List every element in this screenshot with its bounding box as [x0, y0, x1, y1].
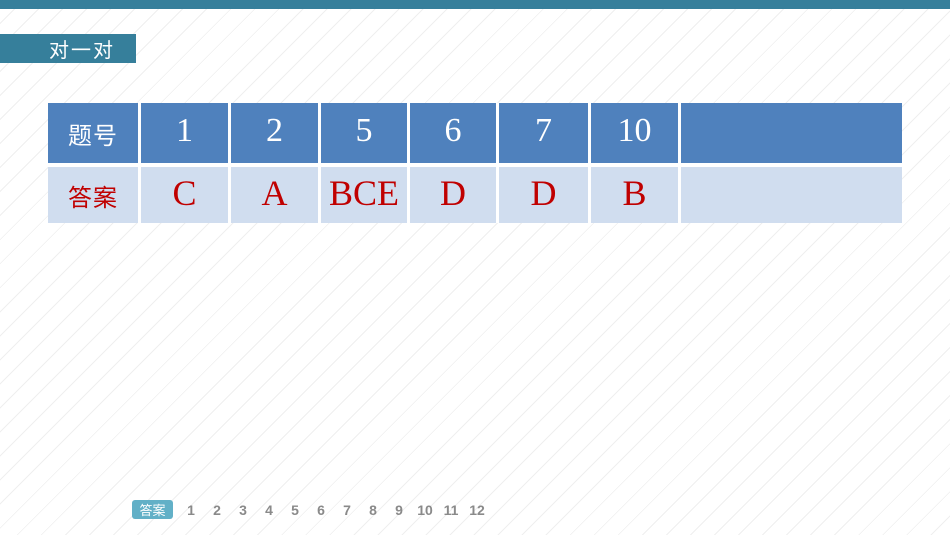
bottom-nav: 答案 1 2 3 4 5 6 7 8 9 10 11 12	[132, 500, 488, 519]
answer-cell: C	[141, 167, 228, 223]
nav-number-8[interactable]: 8	[369, 501, 377, 518]
nav-number-5[interactable]: 5	[291, 501, 299, 518]
question-number-cell-empty	[681, 103, 902, 163]
answer-row-label: 答案	[48, 167, 138, 223]
question-number-cell: 1	[141, 103, 228, 163]
header-tab: 对一对	[0, 34, 136, 63]
question-number-cell: 2	[231, 103, 318, 163]
answer-cell-empty	[681, 167, 902, 223]
question-number-cell: 5	[321, 103, 407, 163]
nav-number-12[interactable]: 12	[469, 501, 485, 518]
answer-cell: A	[231, 167, 318, 223]
question-number-header: 题号	[48, 103, 138, 163]
header-tab-label: 对一对	[49, 40, 115, 62]
nav-number-10[interactable]: 10	[417, 501, 433, 518]
nav-number-11[interactable]: 11	[443, 501, 459, 518]
question-number-cell: 6	[410, 103, 496, 163]
answer-cell: BCE	[321, 167, 407, 223]
nav-number-list: 1 2 3 4 5 6 7 8 9 10 11 12	[176, 502, 488, 518]
nav-number-7[interactable]: 7	[343, 501, 351, 518]
answer-table: 题号 1 2 5 6 7 10 答案 C A BCE D D B	[48, 103, 902, 223]
question-number-cell: 10	[591, 103, 678, 163]
nav-number-9[interactable]: 9	[395, 501, 403, 518]
answer-nav-badge[interactable]: 答案	[132, 500, 173, 519]
answer-cell: D	[410, 167, 496, 223]
question-number-cell: 7	[499, 103, 588, 163]
nav-number-1[interactable]: 1	[187, 501, 195, 518]
answer-cell: B	[591, 167, 678, 223]
answer-cell: D	[499, 167, 588, 223]
nav-number-4[interactable]: 4	[265, 501, 273, 518]
nav-number-2[interactable]: 2	[213, 501, 221, 518]
nav-number-3[interactable]: 3	[239, 501, 247, 518]
top-accent-bar	[0, 0, 950, 9]
nav-number-6[interactable]: 6	[317, 501, 325, 518]
